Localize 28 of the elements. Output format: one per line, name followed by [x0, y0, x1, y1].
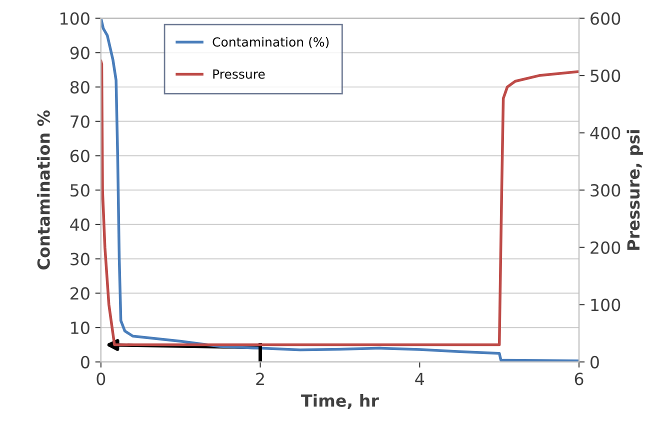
y2-tick-label: 300 [590, 184, 620, 197]
y2-tick-label: 0 [590, 356, 599, 368]
y-tick-label: 70 [70, 115, 90, 128]
x-tick-label: 2 [256, 372, 264, 385]
y-tick-label: 30 [70, 252, 90, 266]
x-axis-title: Time, hr [301, 394, 379, 410]
y-tick-label: 0 [81, 356, 90, 368]
legend-label: Pressure [213, 70, 265, 79]
y2-tick-label: 200 [590, 241, 620, 254]
x-tick-label: 6 [574, 372, 584, 386]
y2-tick-label: 400 [590, 126, 620, 140]
y2-axis-title: Pressure, psi [626, 130, 643, 250]
y2-tick-label: 100 [591, 298, 620, 312]
x-tick-label: 4 [415, 372, 424, 385]
y-tick-label: 60 [70, 150, 90, 162]
y-tick-label: 90 [70, 46, 90, 60]
x-tick-label: 0 [96, 372, 106, 386]
y-tick-label: 100 [60, 12, 90, 25]
legend-label: Contamination (%) [212, 37, 329, 48]
y-tick-label: 20 [70, 287, 90, 300]
y-tick-label: 80 [70, 80, 90, 94]
y2-tick-label: 500 [590, 70, 620, 82]
y2-tick-label: 600 [590, 12, 620, 25]
y-tick-label: 10 [71, 322, 90, 334]
y-tick-label: 50 [70, 184, 90, 197]
line-series [100, 18, 580, 362]
y-axis-title: Contamination % [37, 110, 50, 270]
y-tick-label: 40 [70, 218, 90, 232]
